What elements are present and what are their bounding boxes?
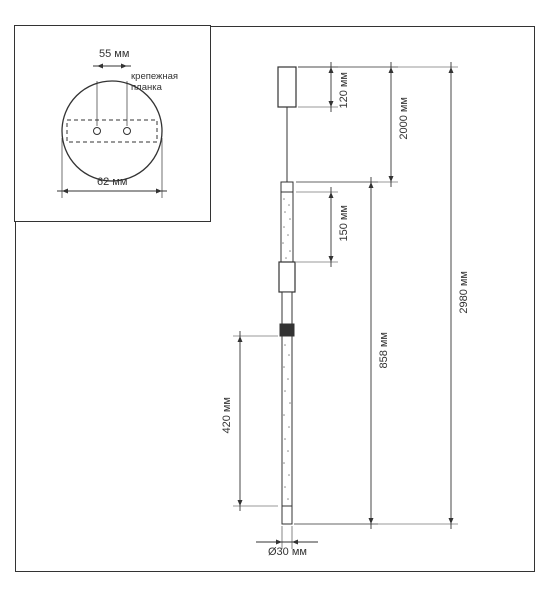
dim-858-label: 858 мм	[378, 332, 390, 369]
dim-858	[294, 177, 378, 529]
pendant-body	[278, 67, 296, 524]
main-svg	[16, 27, 534, 571]
dim-120	[298, 62, 338, 112]
dim-2980-label: 2980 мм	[458, 271, 470, 314]
dim-30-label: Ø30 мм	[268, 546, 307, 558]
dim-2000-label: 2000 мм	[398, 97, 410, 140]
drawing-frame: 55 мм крепежная планка 62 мм	[15, 26, 535, 572]
dim-420	[233, 331, 278, 511]
dim-120-label: 120 мм	[338, 72, 350, 109]
dim-2980	[294, 62, 458, 529]
dim-150-label: 150 мм	[338, 205, 350, 242]
dim-150	[296, 187, 338, 267]
dim-420-label: 420 мм	[221, 397, 233, 434]
